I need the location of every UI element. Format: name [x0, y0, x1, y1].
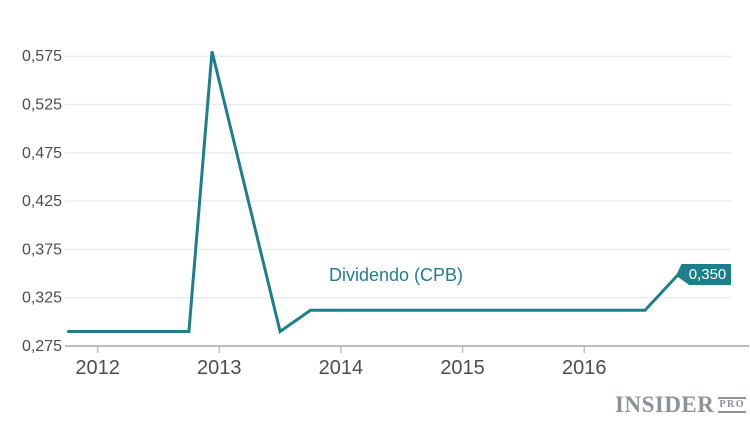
dividend-line	[67, 51, 681, 334]
y-tick-label: 0,275	[22, 338, 62, 355]
x-tick-label: 2016	[562, 357, 607, 379]
y-tick-label: 0,425	[22, 193, 62, 210]
x-tick-label: 2014	[319, 357, 364, 379]
y-tick-label: 0,325	[22, 290, 62, 307]
y-tick-label: 0,575	[22, 48, 62, 65]
x-tick-label: 2015	[440, 357, 485, 379]
series-label: Dividendo (CPB)	[329, 265, 464, 285]
logo-insider-text: INSIDER	[615, 392, 715, 417]
x-tick-label: 2012	[75, 357, 120, 379]
last-value-label: 0,350	[688, 266, 727, 283]
y-tick-label: 0,375	[22, 241, 62, 258]
insiderpro-logo: INSIDER PRO	[615, 393, 746, 416]
x-tick-label: 2013	[197, 357, 242, 379]
y-tick-label: 0,475	[22, 145, 62, 162]
y-tick-label: 0,525	[22, 97, 62, 114]
logo-pro-text: PRO	[718, 396, 746, 413]
last-value-badge: 0,350	[676, 264, 731, 285]
